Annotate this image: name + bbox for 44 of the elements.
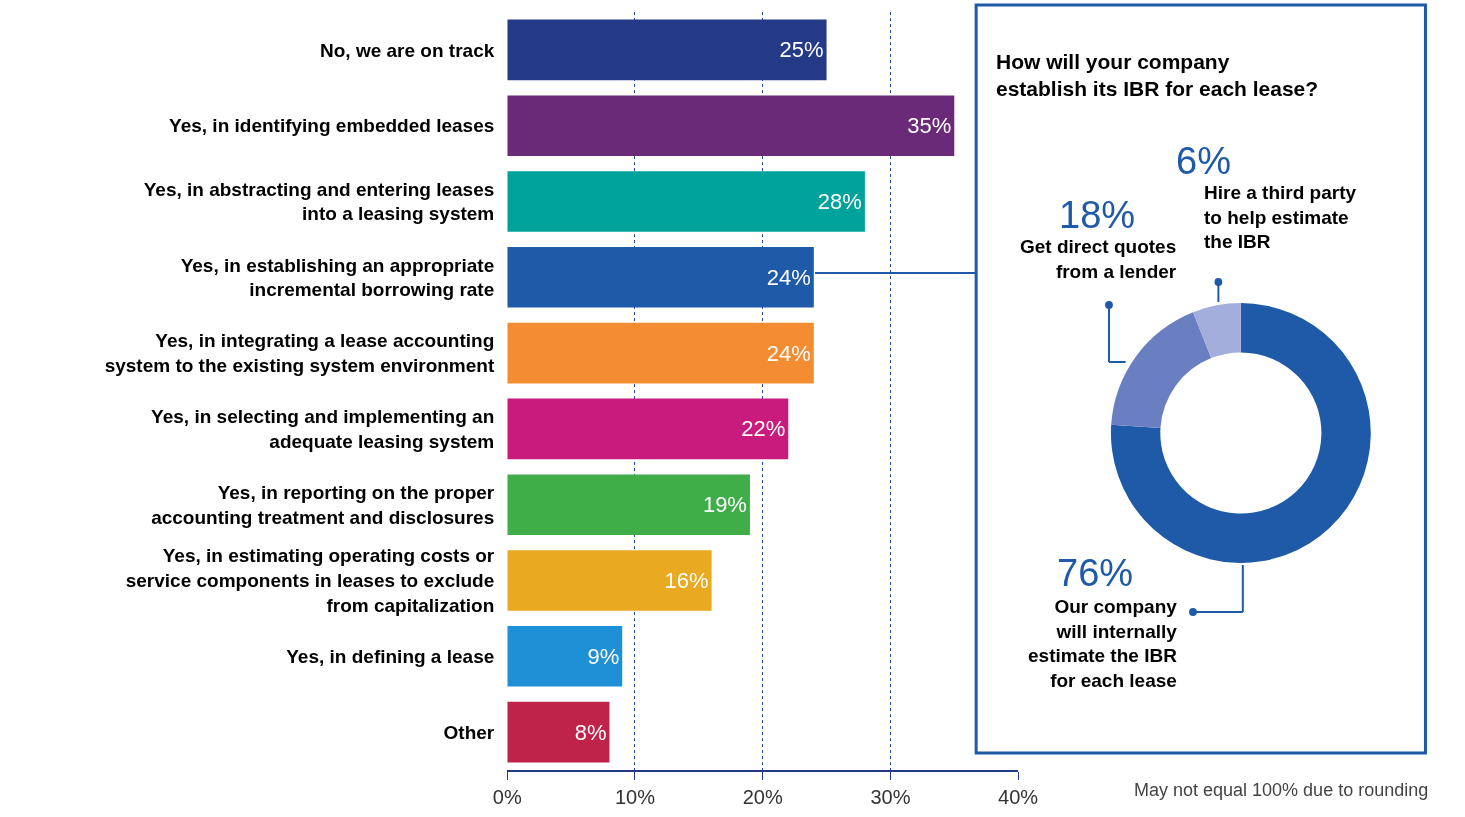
bar — [507, 95, 955, 157]
data-label: 24% — [766, 264, 811, 290]
chart-title: How will your company establish its IBR for each lease? — [996, 50, 1319, 101]
y-tick-label: Yes, in reporting on the proper accounting treatment and disclosures — [151, 482, 495, 528]
data-label: 6% — [1176, 140, 1231, 182]
bar — [507, 701, 610, 763]
x-tick-label: 40% — [998, 786, 1039, 808]
y-tick-label: Other — [443, 721, 495, 743]
y-tick-label: Yes, in establishing an appropriate incremental borrowing rate — [180, 254, 495, 301]
bar — [507, 474, 750, 536]
x-tick-label: 30% — [870, 786, 911, 808]
slice-label: Hire a third party to help estimate the IBR — [1204, 182, 1357, 253]
bar — [507, 625, 623, 687]
y-tick-label: Yes, in defining a lease — [286, 645, 495, 667]
x-tick-label: 20% — [742, 786, 783, 808]
y-tick-label: Yes, in estimating operating costs or service components in leases to exclude from capitalization — [125, 545, 495, 616]
bar — [507, 171, 865, 232]
data-label: 8% — [574, 719, 607, 745]
y-tick-label: Yes, in selecting and implementing an adequate leasing system — [151, 406, 495, 452]
data-label: 28% — [817, 189, 862, 214]
y-tick-label: Yes, in abstracting and entering leases into a leasing system — [143, 178, 495, 225]
slice-label: Get direct quotes from a lender — [1020, 236, 1177, 282]
data-label: 16% — [664, 568, 709, 593]
donut-slice — [1193, 303, 1241, 359]
donut-slice — [1111, 312, 1212, 428]
legend-label: Our company will internally estimate the IBR for each lease — [1028, 596, 1178, 692]
data-label: 19% — [702, 492, 747, 518]
bar — [507, 398, 789, 460]
data-label: 9% — [587, 643, 620, 669]
data-label: 76% — [1057, 552, 1134, 594]
y-tick-label: Yes, in integrating a lease accounting system to the existing system environment — [104, 330, 495, 377]
bar — [507, 550, 712, 611]
data-label: 25% — [779, 37, 824, 63]
bar — [507, 19, 827, 81]
text: May not equal 100% due to rounding — [1134, 780, 1429, 800]
data-label: 24% — [766, 340, 811, 366]
data-label: 22% — [741, 416, 786, 442]
x-tick-label: 0% — [492, 786, 522, 808]
x-tick-label: 10% — [614, 786, 656, 808]
data-label: 35% — [907, 113, 952, 139]
y-tick-label: No, we are on track — [320, 39, 495, 61]
bar — [507, 322, 814, 384]
y-tick-label: Yes, in identifying embedded leases — [169, 115, 495, 137]
data-label: 18% — [1059, 194, 1136, 236]
